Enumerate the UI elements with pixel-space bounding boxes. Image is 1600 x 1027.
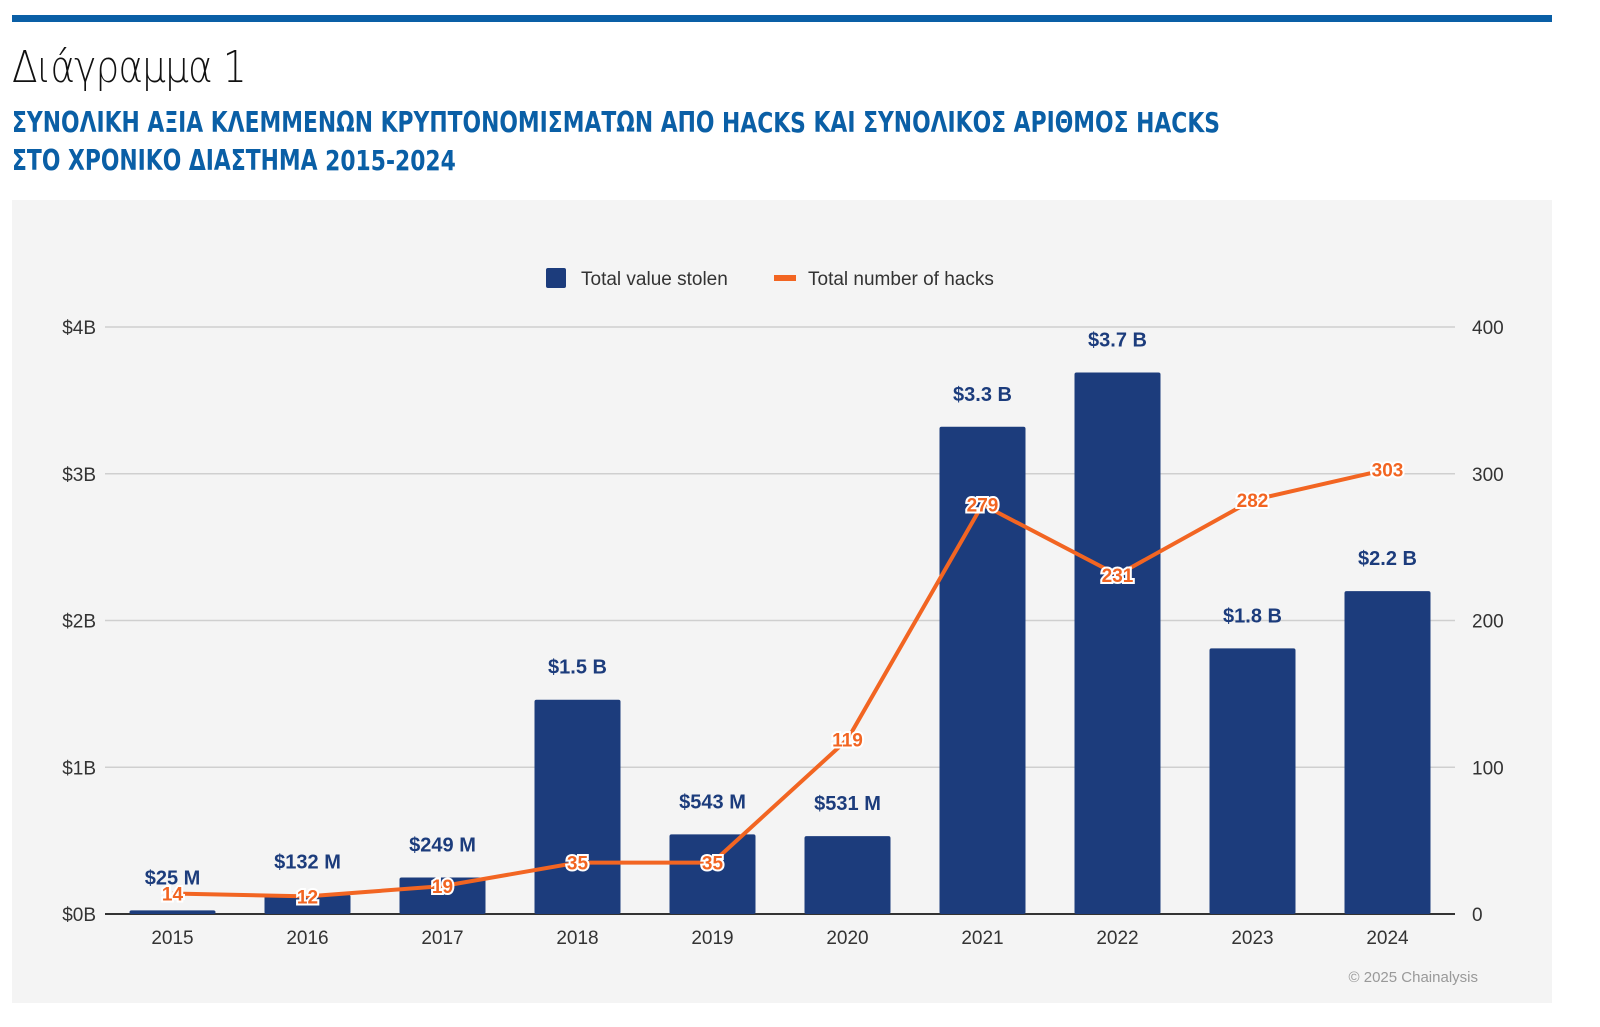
bar-data-label: $3.3 B xyxy=(953,384,1012,406)
bar-data-label: $543 M xyxy=(679,791,746,813)
hacks-line xyxy=(172,467,1388,899)
legend-label: Total value stolen xyxy=(581,269,728,290)
legend-swatch-line xyxy=(774,275,796,281)
y-right-tick-label: 0 xyxy=(1472,905,1483,926)
x-tick-label: 2023 xyxy=(1231,928,1273,949)
bar-2018 xyxy=(534,699,621,914)
line-data-label: 119 xyxy=(832,730,863,751)
bar-data-label: $2.2 B xyxy=(1358,548,1417,570)
x-tick-label: 2020 xyxy=(826,928,868,949)
x-tick-label: 2019 xyxy=(691,928,733,949)
x-tick-label: 2021 xyxy=(961,928,1003,949)
y-left-tick-label: $1B xyxy=(62,758,96,779)
y-left-tick-label: $2B xyxy=(62,612,96,633)
bar-data-label: $1.5 B xyxy=(548,657,607,679)
x-tick-label: 2022 xyxy=(1096,928,1138,949)
y-right-tick-label: 100 xyxy=(1472,758,1504,779)
line-data-label: 35 xyxy=(567,854,589,875)
bar-2024 xyxy=(1344,591,1431,914)
subtitle-line-1: ΣΥΝΟΛΙΚΗ ΑΞΙΑ ΚΛΕΜΜΕΝΩΝ ΚΡΥΠΤΟΝΟΜΙΣΜΑΤΩΝ… xyxy=(12,106,1220,139)
line-data-label: 279 xyxy=(967,496,999,517)
y-right-tick-label: 300 xyxy=(1472,465,1504,486)
line-data-label: 35 xyxy=(702,854,724,875)
line-data-label: 12 xyxy=(297,887,318,908)
line-data-label: 282 xyxy=(1237,491,1269,512)
bar-data-label: $3.7 B xyxy=(1088,329,1147,351)
credit: © 2025 Chainalysis xyxy=(1349,969,1478,986)
x-tick-label: 2016 xyxy=(286,928,328,949)
line-data-label: 19 xyxy=(432,877,453,898)
bar-data-label: $25 M xyxy=(145,867,201,889)
bar-data-label: $132 M xyxy=(274,852,341,874)
x-tick-label: 2024 xyxy=(1366,928,1409,949)
bar-2023 xyxy=(1209,648,1296,914)
legend-swatch-bar xyxy=(546,268,566,288)
y-right-tick-label: 200 xyxy=(1472,612,1504,633)
bar-2015 xyxy=(129,910,216,914)
y-left-tick-label: $4B xyxy=(62,318,96,339)
bar-data-label: $1.8 B xyxy=(1223,605,1282,627)
chart-subtitle: ΣΥΝΟΛΙΚΗ ΑΞΙΑ ΚΛΕΜΜΕΝΩΝ ΚΡΥΠΤΟΝΟΜΙΣΜΑΤΩΝ… xyxy=(12,104,1377,180)
bar-2019 xyxy=(669,834,756,914)
x-tick-label: 2015 xyxy=(151,928,193,949)
x-tick-label: 2017 xyxy=(421,928,463,949)
line-data-label: 231 xyxy=(1102,566,1134,587)
x-tick-label: 2018 xyxy=(556,928,598,949)
figure-label: Διάγραμμα 1 xyxy=(12,42,247,93)
bar-2021 xyxy=(939,426,1026,914)
bar-2016 xyxy=(264,894,351,914)
y-right-tick-label: 400 xyxy=(1472,318,1504,339)
legend-label: Total number of hacks xyxy=(808,269,994,290)
bar-data-label: $531 M xyxy=(814,793,881,815)
y-left-tick-label: $3B xyxy=(62,465,96,486)
subtitle-line-2: ΣΤΟ ΧΡΟΝΙΚΟ ΔΙΑΣΤΗΜΑ 2015-2024 xyxy=(12,144,456,177)
bar-data-label: $249 M xyxy=(409,834,476,856)
bar-2022 xyxy=(1074,372,1161,914)
line-data-label: 303 xyxy=(1372,460,1404,481)
y-left-tick-label: $0B xyxy=(62,905,96,926)
bar-2020 xyxy=(804,836,891,914)
line-data-label: 14 xyxy=(162,884,184,905)
top-rule xyxy=(12,15,1552,22)
